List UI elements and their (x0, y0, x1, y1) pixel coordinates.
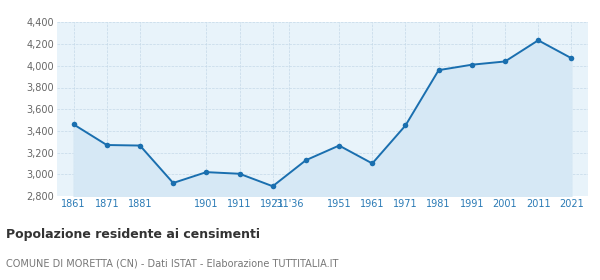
Text: Popolazione residente ai censimenti: Popolazione residente ai censimenti (6, 228, 260, 241)
Point (202, 170, 211, 174)
Point (135, 143, 145, 148)
Point (169, 181, 178, 185)
Point (434, 68, 443, 72)
Point (533, 38, 543, 43)
Point (500, 59, 510, 64)
Point (102, 143, 112, 147)
Point (467, 62, 476, 67)
Point (566, 56, 576, 60)
Text: COMUNE DI MORETTA (CN) - Dati ISTAT - Elaborazione TUTTITALIA.IT: COMUNE DI MORETTA (CN) - Dati ISTAT - El… (6, 259, 338, 269)
Point (235, 172, 244, 176)
Point (268, 184, 278, 188)
Point (69, 122, 79, 127)
Point (334, 143, 344, 148)
Point (301, 158, 311, 162)
Point (367, 161, 377, 166)
Point (401, 123, 410, 128)
